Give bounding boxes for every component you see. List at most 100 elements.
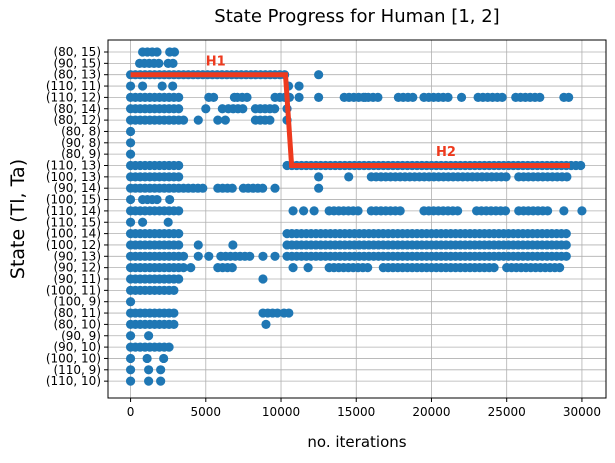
scatter-point bbox=[561, 251, 571, 261]
y-tick-label: (110, 9) bbox=[53, 363, 101, 377]
scatter-point bbox=[169, 285, 179, 295]
scatter-point bbox=[174, 160, 184, 171]
x-tick-label: 0 bbox=[127, 405, 135, 419]
scatter-point bbox=[220, 115, 230, 125]
y-tick-label: (90, 10) bbox=[53, 340, 101, 354]
scatter-point bbox=[125, 149, 136, 159]
scatter-point bbox=[193, 251, 203, 261]
y-tick-label: (80, 13) bbox=[53, 68, 101, 82]
y-tick-label: (100, 10) bbox=[46, 351, 101, 365]
x-tick-label: 10000 bbox=[262, 405, 300, 419]
scatter-point bbox=[125, 194, 136, 205]
y-tick-label: (90, 12) bbox=[53, 261, 101, 275]
scatter-point bbox=[138, 81, 148, 91]
scatter-point bbox=[561, 229, 571, 239]
scatter-point bbox=[562, 172, 572, 182]
scatter-point bbox=[456, 92, 467, 102]
x-tick-label: 15000 bbox=[337, 405, 375, 419]
scatter-point bbox=[272, 308, 283, 318]
scatter-point bbox=[157, 81, 167, 91]
scatter-point bbox=[303, 263, 313, 273]
scatter-point bbox=[125, 138, 136, 148]
y-tick-label: (100, 11) bbox=[46, 283, 101, 297]
scatter-point bbox=[165, 194, 175, 205]
scatter-point bbox=[138, 217, 148, 227]
scatter-point bbox=[142, 353, 152, 364]
trajectory-line bbox=[130, 72, 570, 168]
x-axis-label: no. iterations bbox=[307, 433, 406, 451]
y-tick-label: (110, 10) bbox=[46, 374, 101, 388]
scatter-point bbox=[125, 126, 136, 137]
scatter-point bbox=[217, 104, 227, 114]
scatter-point bbox=[174, 229, 184, 239]
scatter-point bbox=[294, 81, 304, 91]
scatter-point bbox=[270, 183, 280, 193]
y-tick-label: (100, 9) bbox=[53, 295, 101, 309]
x-tick-label: 20000 bbox=[412, 405, 450, 419]
y-tick-label: (100, 15) bbox=[46, 193, 101, 207]
y-tick-label: (90, 13) bbox=[53, 249, 101, 263]
plot-frame bbox=[107, 39, 607, 399]
y-tick-label: (90, 8) bbox=[61, 136, 101, 150]
scatter-point bbox=[258, 274, 268, 284]
y-tick-label: (80, 14) bbox=[53, 102, 101, 116]
scatter-point bbox=[125, 297, 136, 307]
scatter-point bbox=[408, 92, 418, 102]
scatter-point bbox=[209, 92, 219, 102]
y-tick-label: (110, 11) bbox=[46, 79, 101, 93]
scatter-point bbox=[193, 240, 203, 250]
scatter-point bbox=[169, 47, 180, 57]
scatter-point bbox=[314, 92, 324, 102]
scatter-point bbox=[156, 365, 166, 375]
annotation-label: H2 bbox=[436, 145, 456, 160]
annotation-label: H1 bbox=[206, 54, 226, 69]
scatter-point bbox=[500, 206, 511, 216]
scatter-point bbox=[360, 92, 370, 102]
scatter-point bbox=[245, 251, 255, 261]
scatter-point bbox=[178, 115, 189, 125]
scatter-point bbox=[261, 319, 271, 329]
scatter-point bbox=[154, 58, 164, 68]
scatter-point bbox=[501, 172, 511, 182]
scatter-point bbox=[168, 81, 178, 91]
scatter-point bbox=[169, 319, 179, 329]
scatter-point bbox=[453, 206, 463, 216]
scatter-point bbox=[288, 263, 298, 273]
scatter-point bbox=[443, 92, 453, 102]
scatter-point bbox=[227, 263, 237, 273]
scatter-point bbox=[144, 331, 154, 341]
y-axis-label: State (Tl, Ta) bbox=[7, 159, 29, 279]
scatter-point bbox=[228, 240, 238, 250]
scatter-point bbox=[144, 376, 154, 386]
scatter-point bbox=[395, 206, 405, 216]
scatter-point bbox=[238, 104, 248, 114]
x-tick-label: 30000 bbox=[563, 405, 601, 419]
x-axis-ticks: 0 5000 10000 15000 20000 25000 30000 bbox=[127, 398, 601, 419]
scatter-point bbox=[284, 308, 294, 318]
scatter-point bbox=[159, 353, 169, 364]
scatter-point bbox=[174, 92, 184, 102]
scatter-point bbox=[559, 206, 569, 216]
scatter-point bbox=[314, 183, 324, 193]
y-tick-label: (110, 13) bbox=[46, 159, 101, 173]
scatter-point bbox=[152, 47, 162, 57]
y-tick-label: (90, 9) bbox=[61, 329, 101, 343]
y-tick-label: (80, 12) bbox=[53, 113, 101, 127]
scatter-point bbox=[144, 365, 154, 375]
y-axis-ticks: (80, 15)(90, 15)(80, 13)(110, 11)(110, 1… bbox=[46, 45, 108, 388]
scatter-point bbox=[270, 104, 280, 114]
scatter-point bbox=[555, 263, 565, 273]
scatter-point bbox=[294, 92, 304, 102]
y-tick-label: (80, 10) bbox=[53, 317, 101, 331]
y-tick-label: (90, 14) bbox=[53, 181, 101, 195]
scatter-point bbox=[489, 263, 499, 273]
y-tick-label: (100, 12) bbox=[46, 238, 101, 252]
scatter-point bbox=[156, 376, 166, 386]
scatter-point bbox=[174, 274, 184, 284]
annotations: H1 H2 bbox=[206, 54, 456, 160]
scatter-point bbox=[314, 70, 324, 80]
scatter-point bbox=[198, 183, 208, 193]
scatter-point bbox=[309, 206, 319, 216]
scatter-point bbox=[163, 217, 173, 227]
